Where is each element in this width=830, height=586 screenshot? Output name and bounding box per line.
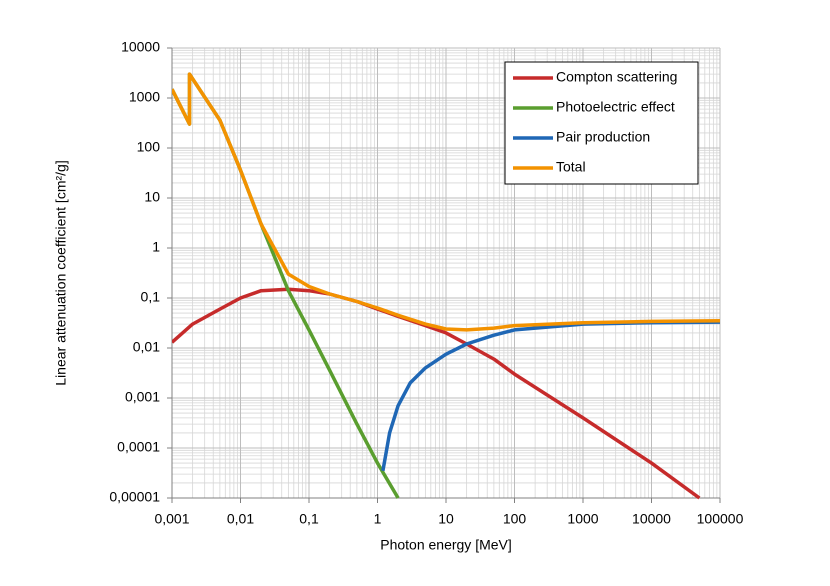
- x-tick-label: 10000: [632, 511, 671, 527]
- y-tick-label: 0,00001: [109, 489, 160, 505]
- legend-label: Pair production: [556, 129, 650, 145]
- legend-label: Compton scattering: [556, 69, 677, 85]
- x-tick-label: 0,01: [227, 511, 254, 527]
- y-tick-label: 10000: [121, 39, 160, 55]
- y-tick-label: 0,0001: [117, 439, 160, 455]
- x-tick-label: 100: [503, 511, 527, 527]
- y-tick-label: 0,001: [125, 389, 160, 405]
- y-tick-label: 0,1: [141, 289, 161, 305]
- x-tick-label: 10: [438, 511, 454, 527]
- y-tick-label: 100: [137, 139, 161, 155]
- series-line: [172, 72, 720, 332]
- x-axis-label: Photon energy [MeV]: [380, 537, 512, 553]
- y-tick-label: 1000: [129, 89, 160, 105]
- x-tick-label: 1: [374, 511, 382, 527]
- y-tick-label: 10: [144, 189, 160, 205]
- x-tick-label: 0,001: [154, 511, 189, 527]
- y-axis-label: Linear attenuation coefficient [cm²/g]: [53, 160, 69, 385]
- y-tick-label: 1: [152, 239, 160, 255]
- legend-label: Photoelectric effect: [556, 99, 675, 115]
- legend-label: Total: [556, 159, 586, 175]
- x-tick-label: 1000: [567, 511, 598, 527]
- series-line: [172, 72, 400, 499]
- x-tick-label: 0,1: [299, 511, 319, 527]
- legend-box: [504, 61, 699, 185]
- x-tick-label: 100000: [697, 511, 744, 527]
- y-tick-label: 0,01: [133, 339, 160, 355]
